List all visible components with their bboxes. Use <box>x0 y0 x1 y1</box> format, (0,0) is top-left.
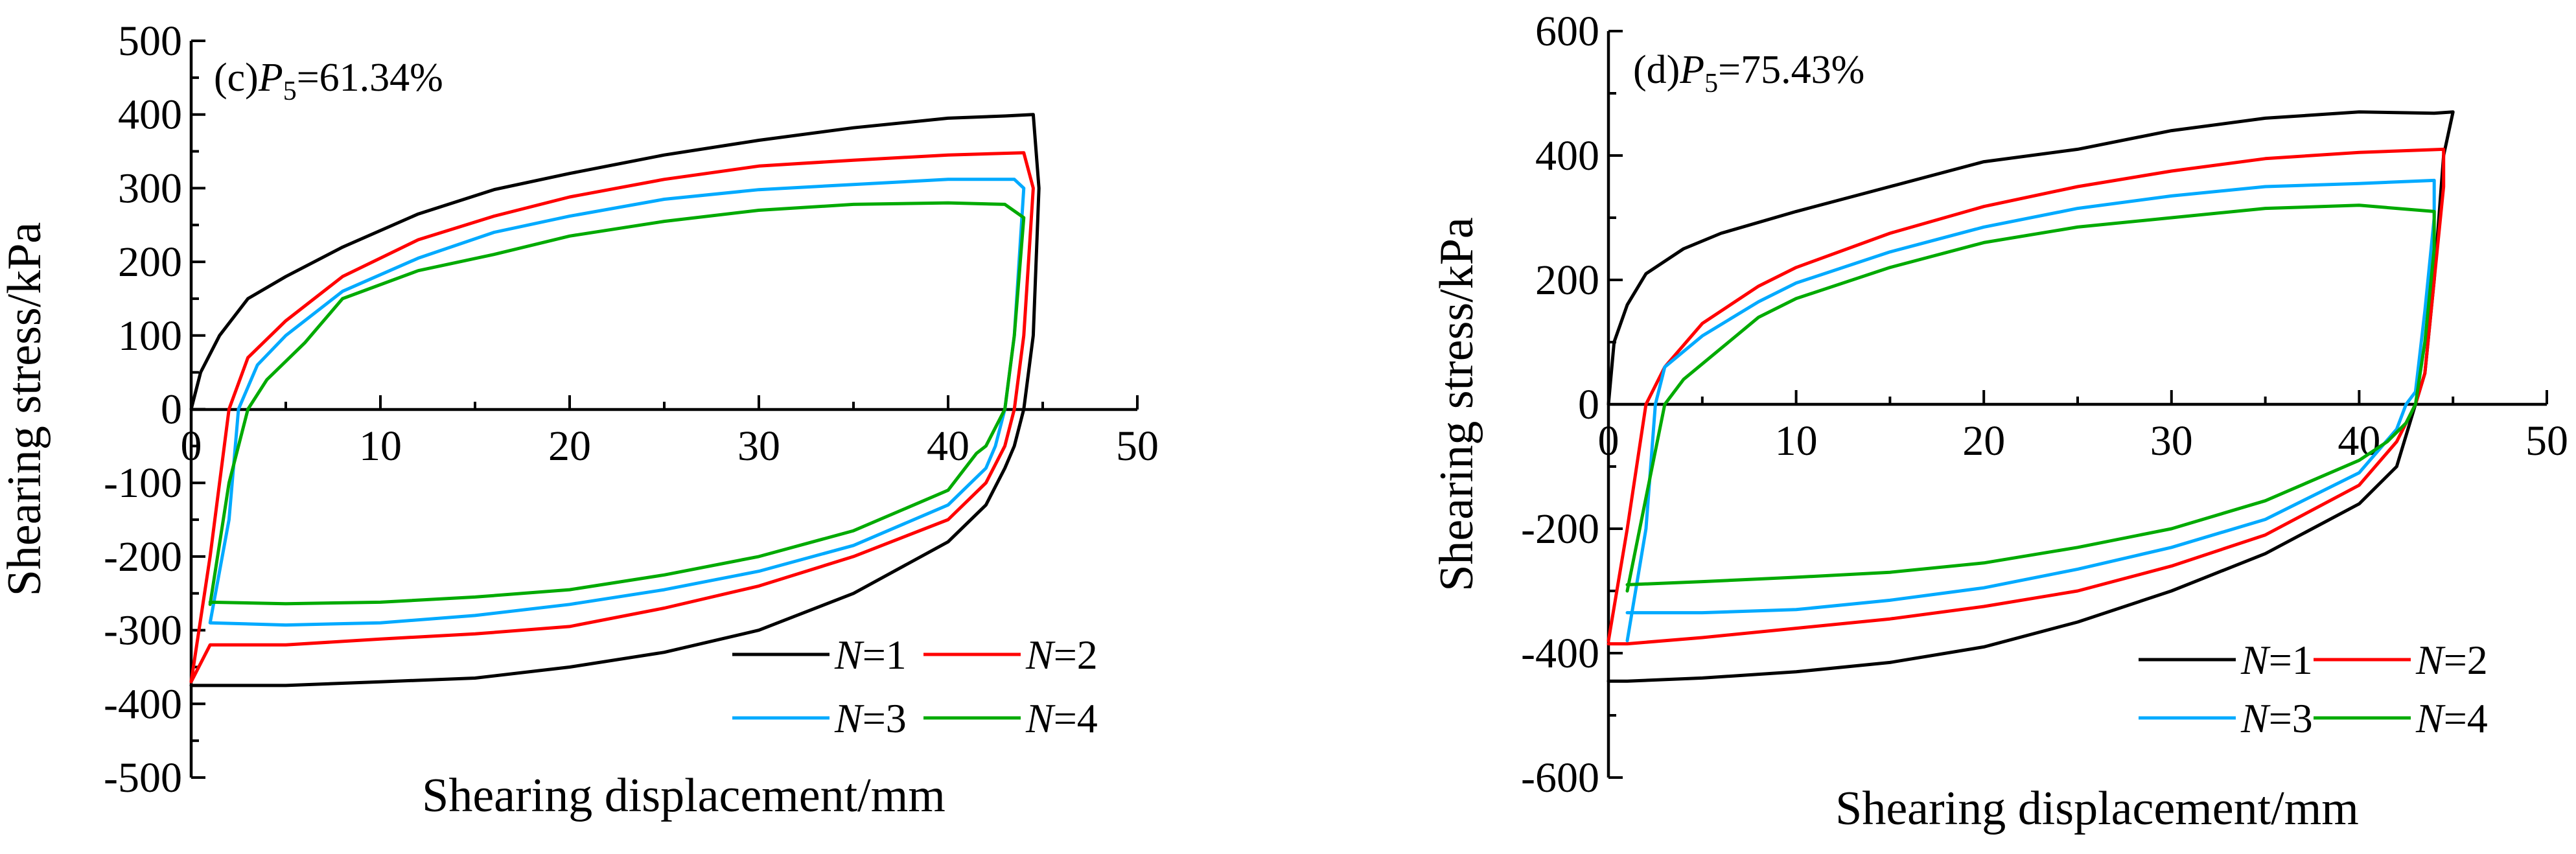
legend-item-n4: N=4 <box>923 695 1098 741</box>
x-tick-label: 20 <box>548 422 591 470</box>
x-tick-label: 50 <box>1116 422 1159 470</box>
x-tick-label: 0 <box>1598 417 1619 465</box>
legend-item-n1: N=1 <box>732 632 907 678</box>
legend-label: N=3 <box>2240 695 2313 741</box>
y-tick-label: 200 <box>118 238 182 286</box>
legend-label: N=2 <box>1025 632 1098 678</box>
y-tick-label: 500 <box>118 17 182 65</box>
series-line-n3 <box>208 178 1026 627</box>
legend-item-n3: N=3 <box>732 695 907 741</box>
series-line-n4 <box>1625 203 2436 593</box>
y-axis-label: Shearing stress/kPa <box>1430 217 1483 592</box>
y-tick-label: -400 <box>104 680 182 728</box>
series-line-n2 <box>1607 147 2446 646</box>
y-tick-label: 300 <box>118 165 182 212</box>
legend-item-n2: N=2 <box>923 632 1098 678</box>
series-line-n1 <box>189 113 1041 687</box>
legend-item-n4: N=4 <box>2314 695 2488 741</box>
x-axis-label: Shearing displacement/mm <box>1835 782 2359 835</box>
y-tick-label: -600 <box>1521 754 1599 802</box>
legend-item-n1: N=1 <box>2139 637 2313 683</box>
y-axis-label: Shearing stress/kPa <box>0 222 51 597</box>
y-tick-label: 100 <box>118 312 182 360</box>
legend-label: N=4 <box>1025 695 1098 741</box>
panel-title: (c)P5=61.34% <box>214 56 443 106</box>
legend-label: N=2 <box>2415 637 2488 683</box>
y-tick-label: -200 <box>104 533 182 581</box>
legend-label: N=1 <box>834 632 907 678</box>
series-line-n2 <box>189 151 1035 684</box>
y-tick-label: 0 <box>1578 381 1599 428</box>
y-tick-label: 600 <box>1535 8 1599 55</box>
series-line-n4 <box>208 201 1026 606</box>
legend-label: N=3 <box>834 695 907 741</box>
y-tick-label: -300 <box>104 607 182 654</box>
x-tick-label: 10 <box>1775 417 1818 465</box>
panel-title: (d)P5=75.43% <box>1633 48 1864 98</box>
x-tick-label: 30 <box>2150 417 2193 465</box>
y-tick-label: -400 <box>1521 630 1599 677</box>
y-tick-label: 400 <box>1535 132 1599 179</box>
legend-item-n3: N=3 <box>2139 695 2313 741</box>
series-line-n3 <box>1625 178 2436 643</box>
y-tick-label: -100 <box>104 459 182 507</box>
x-tick-label: 30 <box>737 422 780 470</box>
x-tick-label: 50 <box>2525 417 2568 465</box>
legend-label: N=1 <box>2240 637 2313 683</box>
y-tick-label: 400 <box>118 91 182 139</box>
x-tick-label: 40 <box>927 422 969 470</box>
y-tick-label: -200 <box>1521 505 1599 553</box>
legend-item-n2: N=2 <box>2314 637 2488 683</box>
x-tick-label: 10 <box>359 422 402 470</box>
legend-label: N=4 <box>2415 695 2488 741</box>
y-tick-label: 0 <box>161 386 182 433</box>
x-tick-label: 20 <box>1962 417 2005 465</box>
y-tick-label: 200 <box>1535 257 1599 304</box>
x-tick-label: 0 <box>181 422 202 470</box>
x-axis-label: Shearing displacement/mm <box>422 769 946 822</box>
y-tick-label: -500 <box>104 754 182 802</box>
